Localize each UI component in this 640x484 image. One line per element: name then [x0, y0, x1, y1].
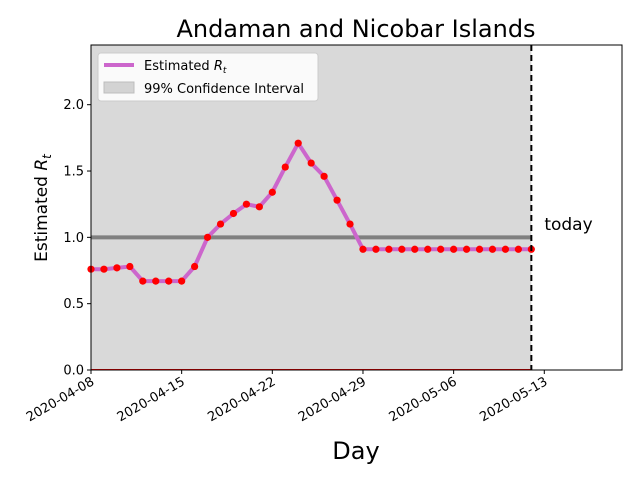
data-point — [307, 159, 315, 167]
data-point — [488, 245, 497, 253]
x-tick-label: 2020-04-08 — [24, 374, 97, 425]
legend: Estimated Rt 99% Confidence Interval — [97, 52, 319, 102]
y-tick-label: 0.0 — [63, 364, 84, 379]
data-point — [475, 245, 484, 253]
legend-item-estimated-rt-symbol: R — [214, 59, 223, 74]
series-points — [87, 139, 535, 285]
data-point — [191, 262, 199, 271]
plot-frame — [90, 44, 623, 371]
data-point — [398, 245, 406, 253]
y-axis-label-subscript: t — [40, 153, 54, 159]
data-point — [281, 163, 289, 171]
data-point — [152, 277, 160, 285]
data-point — [437, 245, 445, 253]
legend-band-swatch — [103, 81, 135, 94]
data-point — [333, 196, 341, 204]
x-tick-label: 2020-05-06 — [387, 374, 460, 425]
y-axis: 0.0 0.5 1.0 1.5 2.0 — [63, 98, 91, 379]
data-point — [501, 245, 510, 253]
chart-title: Andaman and Nicobar Islands — [176, 15, 535, 43]
data-point — [139, 277, 147, 285]
y-tick-label: 1.0 — [63, 231, 84, 246]
y-axis-label-symbol: R — [32, 159, 52, 171]
y-tick-label: 1.5 — [63, 165, 84, 180]
y-tick-label: 0.5 — [63, 297, 84, 312]
legend-item-estimated-rt: Estimated Rt — [144, 59, 227, 76]
data-point — [294, 139, 302, 147]
data-point — [424, 245, 432, 253]
data-point — [165, 277, 173, 285]
y-axis-label: Estimated Rt — [32, 153, 54, 262]
legend-item-confidence-interval: 99% Confidence Interval — [144, 82, 304, 97]
data-point — [100, 265, 108, 273]
legend-box — [97, 52, 319, 102]
data-point — [450, 245, 458, 253]
data-point — [514, 245, 522, 253]
y-tick-label: 2.0 — [63, 98, 84, 113]
data-point — [242, 200, 251, 208]
data-point — [320, 172, 328, 180]
data-point — [411, 245, 419, 253]
data-point — [346, 220, 354, 228]
data-point — [126, 262, 134, 271]
data-point — [385, 245, 393, 253]
x-axis: 2020-04-08 2020-04-15 2020-04-22 2020-04-29… — [24, 370, 550, 425]
data-point — [178, 277, 186, 285]
data-point — [216, 220, 225, 228]
data-point — [229, 209, 238, 218]
y-axis-label-text: Estimated — [32, 171, 52, 262]
data-point — [268, 188, 276, 196]
legend-item-estimated-rt-subscript: t — [223, 66, 227, 76]
data-point — [113, 264, 121, 272]
x-tick-label: 2020-04-29 — [296, 374, 369, 425]
today-label: today — [544, 215, 592, 235]
data-point — [203, 233, 212, 241]
x-axis-label: Day — [332, 437, 379, 465]
data-point — [372, 245, 380, 253]
data-point — [255, 203, 263, 211]
x-tick-label: 2020-04-15 — [115, 374, 188, 425]
x-tick-label: 2020-04-22 — [205, 374, 278, 425]
x-tick-label: 2020-05-13 — [477, 374, 550, 425]
data-point — [359, 245, 367, 253]
data-point — [462, 245, 471, 253]
legend-item-estimated-rt-text: Estimated — [144, 59, 214, 74]
